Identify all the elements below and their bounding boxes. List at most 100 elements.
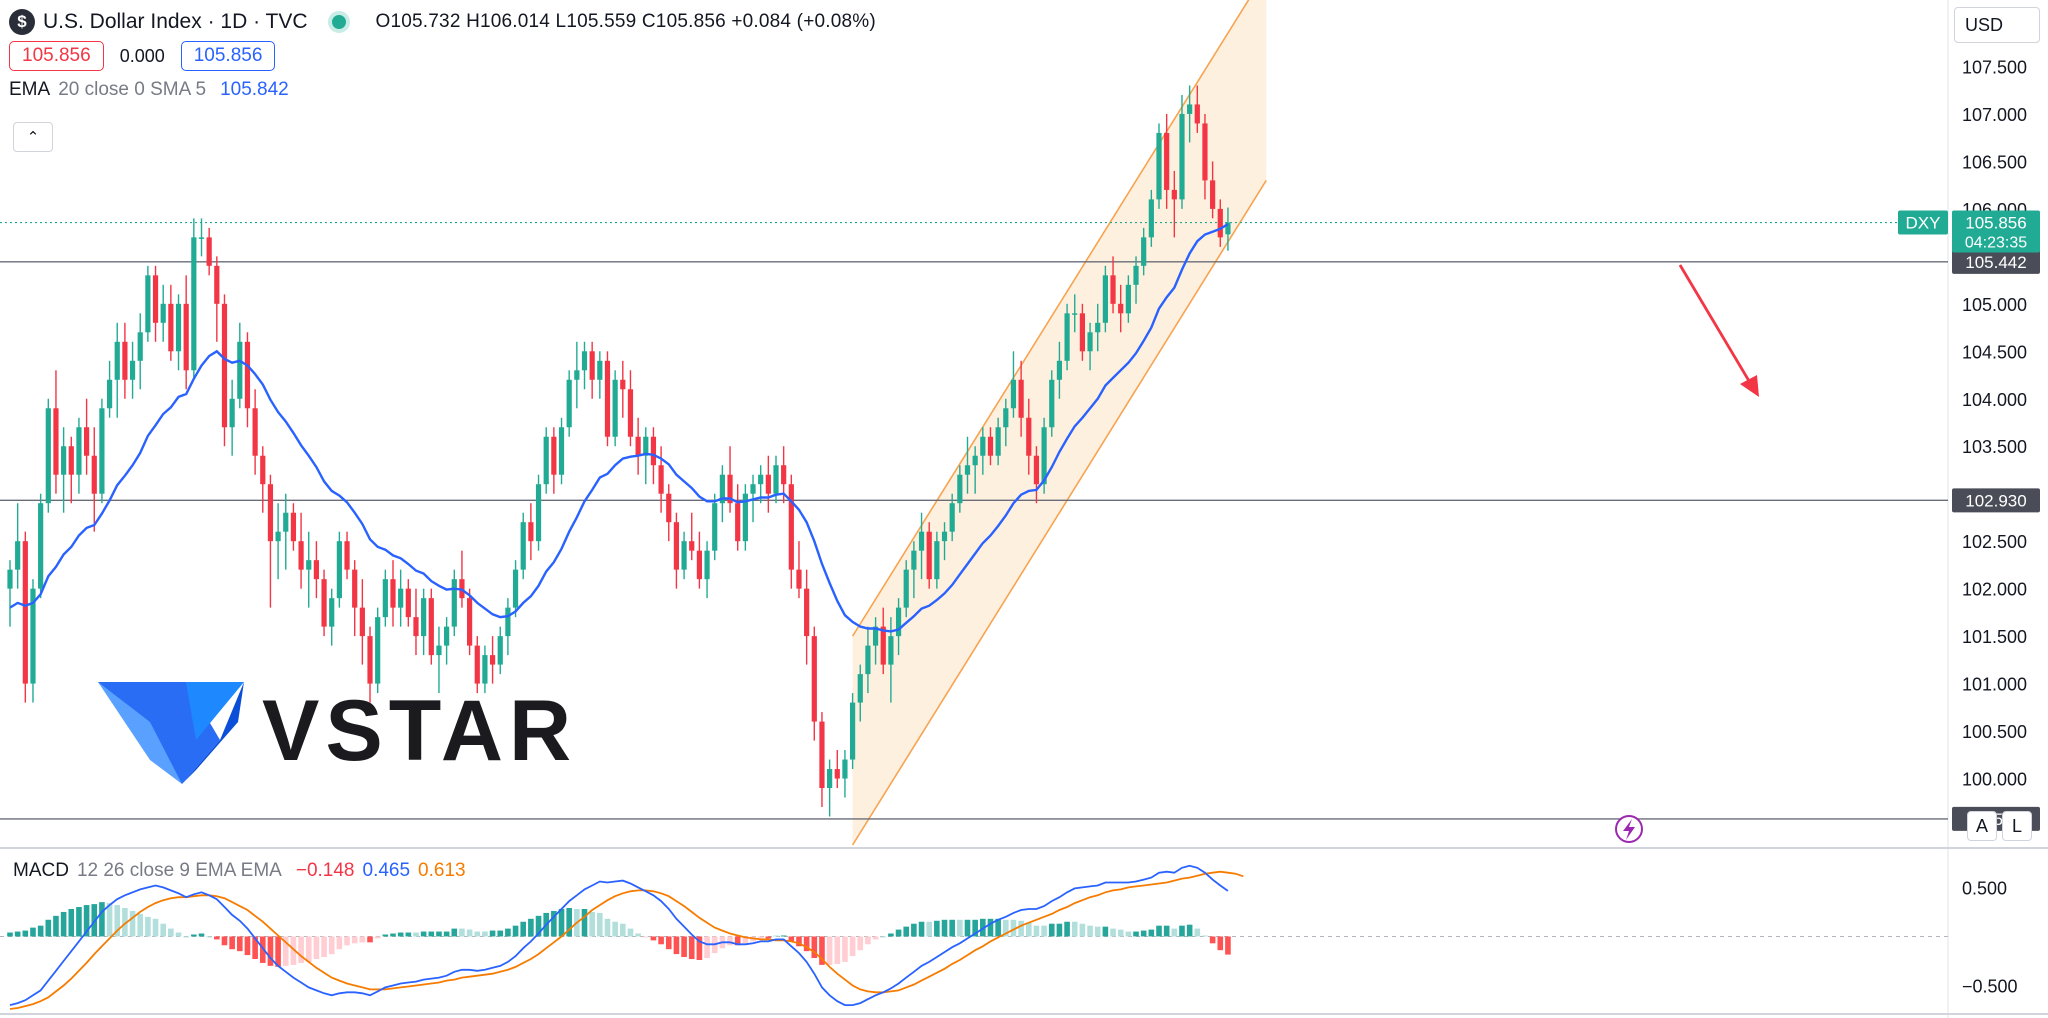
candle bbox=[489, 636, 496, 684]
candle-body bbox=[811, 636, 817, 722]
candle bbox=[528, 503, 534, 561]
macd-histogram-bar bbox=[152, 918, 159, 937]
candle bbox=[152, 265, 159, 342]
candle-body bbox=[972, 455, 978, 466]
candle-body bbox=[1118, 303, 1124, 314]
candle bbox=[405, 579, 411, 627]
candle bbox=[45, 398, 51, 513]
macd-tick-label: 0.500 bbox=[1962, 878, 2007, 898]
candle bbox=[168, 284, 174, 361]
candle-body bbox=[198, 237, 205, 239]
candle-body bbox=[489, 655, 496, 665]
macd-histogram-bar bbox=[482, 931, 488, 937]
lightning-icon[interactable] bbox=[1615, 815, 1643, 843]
candle-body bbox=[482, 655, 488, 684]
candle bbox=[696, 531, 702, 589]
macd-histogram-bar bbox=[137, 913, 144, 937]
candle-body bbox=[574, 370, 580, 380]
candle bbox=[735, 484, 741, 551]
candle-body bbox=[949, 503, 955, 532]
dollar-symbol-icon[interactable]: $ bbox=[9, 9, 35, 35]
macd-histogram-bar bbox=[1064, 921, 1070, 937]
price-tick-label: 101.000 bbox=[1962, 675, 2027, 695]
macd-histogram-bar bbox=[106, 903, 113, 937]
candle-body bbox=[68, 446, 74, 475]
candle-body bbox=[382, 579, 388, 618]
macd-histogram-bar bbox=[688, 936, 695, 960]
candle bbox=[145, 265, 151, 342]
candle-body bbox=[229, 398, 235, 428]
candle bbox=[459, 550, 465, 608]
macd-histogram-bar bbox=[367, 936, 373, 943]
price-axis[interactable]: 107.500107.000106.500106.000105.000104.5… bbox=[1898, 57, 2040, 831]
candle-body bbox=[597, 360, 603, 380]
auto-scale-button[interactable]: A bbox=[1967, 811, 1997, 841]
candle bbox=[987, 427, 994, 466]
candle-body bbox=[987, 436, 994, 456]
candle bbox=[1133, 256, 1139, 304]
candle bbox=[474, 636, 480, 694]
candle bbox=[375, 607, 381, 694]
candle bbox=[53, 370, 59, 494]
macd-histogram-bar bbox=[22, 930, 29, 937]
candle-body bbox=[957, 474, 963, 504]
ask-price-button[interactable]: 105.856 bbox=[180, 41, 276, 71]
chevron-up-icon: ⌃ bbox=[26, 129, 40, 146]
macd-histogram-bar bbox=[1171, 928, 1178, 937]
candle bbox=[934, 531, 940, 589]
macd-histogram-bar bbox=[528, 918, 534, 937]
log-scale-button[interactable]: L bbox=[2002, 811, 2032, 841]
macd-histogram-bar bbox=[183, 936, 189, 938]
macd-histogram-bar bbox=[696, 936, 703, 960]
ema-indicator-name[interactable]: EMA bbox=[9, 79, 51, 100]
ema-20-line bbox=[9, 223, 1229, 633]
candle-body bbox=[175, 303, 182, 352]
candle-body bbox=[980, 436, 986, 456]
candle bbox=[1095, 303, 1101, 352]
candle bbox=[811, 626, 817, 741]
candle-body bbox=[428, 598, 434, 656]
candle bbox=[306, 531, 312, 608]
macd-histogram-bar bbox=[1186, 924, 1193, 937]
macd-histogram-bar bbox=[872, 936, 879, 940]
candle-body bbox=[15, 541, 21, 570]
candle-body bbox=[451, 579, 457, 627]
macd-histogram-bar bbox=[765, 936, 772, 939]
candle-body bbox=[604, 360, 611, 437]
macd-histogram-bar bbox=[819, 936, 825, 965]
candle bbox=[214, 256, 220, 342]
candle bbox=[872, 617, 879, 665]
candle bbox=[283, 493, 289, 570]
macd-indicator-name[interactable]: MACD bbox=[13, 860, 69, 881]
candle bbox=[712, 493, 718, 561]
macd-histogram-bar bbox=[359, 936, 366, 943]
candle bbox=[106, 360, 113, 418]
candle-body bbox=[91, 455, 97, 494]
macd-histogram-bar bbox=[734, 936, 741, 946]
macd-histogram-bar bbox=[30, 927, 36, 937]
candle-body bbox=[635, 436, 641, 456]
bid-price-button[interactable]: 105.856 bbox=[9, 41, 104, 71]
collapse-legend-button[interactable]: ⌃ bbox=[13, 122, 53, 152]
candle bbox=[1072, 294, 1078, 333]
candle bbox=[604, 351, 611, 447]
macd-histogram-bar bbox=[413, 932, 419, 937]
macd-histogram-bar bbox=[53, 915, 59, 937]
symbol-title[interactable]: U.S. Dollar Index · 1D · TVC bbox=[43, 10, 308, 33]
macd-histogram-bar bbox=[857, 936, 864, 951]
candle-body bbox=[558, 427, 565, 475]
candle-body bbox=[658, 465, 664, 494]
macd-histogram-bar bbox=[1133, 931, 1139, 937]
candle bbox=[742, 484, 748, 551]
macd-histogram-bar bbox=[7, 932, 13, 937]
macd-line-value: 0.465 bbox=[362, 860, 411, 881]
candle bbox=[1003, 398, 1009, 447]
macd-histogram-bar bbox=[612, 921, 618, 937]
candle bbox=[390, 560, 396, 627]
macd-histogram-bar bbox=[191, 934, 197, 937]
currency-selector[interactable]: USD bbox=[1954, 7, 2040, 43]
candle bbox=[704, 541, 710, 599]
candle bbox=[574, 341, 580, 409]
candle bbox=[834, 750, 840, 789]
